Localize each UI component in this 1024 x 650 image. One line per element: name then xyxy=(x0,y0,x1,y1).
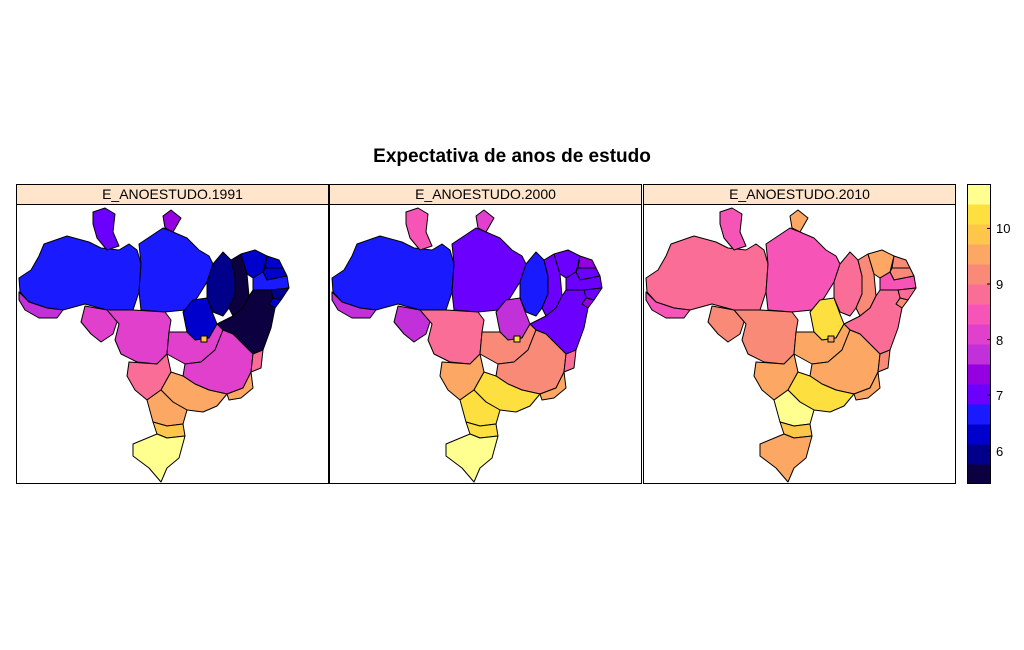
state-rn xyxy=(264,255,284,269)
legend-swatch xyxy=(967,324,991,345)
state-am xyxy=(18,235,142,311)
panel-2000: E_ANOESTUDO.2000 xyxy=(329,184,642,484)
legend-swatch xyxy=(967,204,991,225)
legend-swatch xyxy=(967,344,991,365)
color-legend xyxy=(967,184,991,484)
state-rj xyxy=(226,371,254,401)
state-es xyxy=(563,349,577,373)
legend-frame xyxy=(967,184,991,484)
state-rr xyxy=(719,207,747,251)
legend-swatch xyxy=(967,364,991,385)
state-rs xyxy=(132,433,186,483)
legend-swatch xyxy=(967,224,991,245)
legend-swatch xyxy=(967,464,991,484)
state-ac xyxy=(645,291,691,319)
state-df xyxy=(200,335,208,343)
state-ac xyxy=(331,291,377,319)
state-mt xyxy=(733,309,799,365)
legend-tick-label: 7 xyxy=(996,388,1004,404)
legend-swatch xyxy=(967,384,991,405)
panel-1991: E_ANOESTUDO.1991 xyxy=(16,184,329,484)
state-rn xyxy=(577,255,597,269)
legend-swatch xyxy=(967,244,991,265)
panel-2010: E_ANOESTUDO.2010 xyxy=(643,184,956,484)
state-rr xyxy=(405,207,433,251)
legend-swatch xyxy=(967,264,991,285)
legend-tick-label: 6 xyxy=(996,443,1004,459)
state-es xyxy=(250,349,264,373)
state-df xyxy=(827,335,835,343)
state-mt xyxy=(419,309,485,365)
legend-tick-label: 9 xyxy=(996,277,1004,292)
brazil-map-2010 xyxy=(645,207,917,483)
state-es xyxy=(877,349,891,373)
legend-swatch xyxy=(967,444,991,465)
state-rs xyxy=(445,433,499,483)
legend-swatch xyxy=(967,304,991,325)
legend-swatch xyxy=(967,404,991,425)
state-rs xyxy=(759,433,813,483)
panel-strip-label: E_ANOESTUDO.2010 xyxy=(644,185,955,205)
panel-strip-label: E_ANOESTUDO.1991 xyxy=(17,185,328,205)
legend-tick-label: 8 xyxy=(996,332,1004,348)
state-ac xyxy=(18,291,64,319)
legend-swatch xyxy=(967,184,991,205)
panel-strip-label: E_ANOESTUDO.2000 xyxy=(330,185,641,205)
legend-swatch xyxy=(967,284,991,305)
state-rj xyxy=(853,371,881,401)
state-mt xyxy=(106,309,172,365)
state-am xyxy=(331,235,455,311)
brazil-map-2000 xyxy=(331,207,603,483)
state-rj xyxy=(539,371,567,401)
state-rr xyxy=(92,207,120,251)
state-ap xyxy=(162,209,182,233)
state-am xyxy=(645,235,769,311)
state-df xyxy=(513,335,521,343)
legend-swatch xyxy=(967,424,991,445)
brazil-map-1991 xyxy=(18,207,290,483)
legend-tick-label: 10 xyxy=(996,221,1011,237)
state-ap xyxy=(475,209,495,233)
state-ap xyxy=(789,209,809,233)
chart-title: Expectativa de anos de estudo xyxy=(373,146,651,167)
state-rn xyxy=(891,255,911,269)
